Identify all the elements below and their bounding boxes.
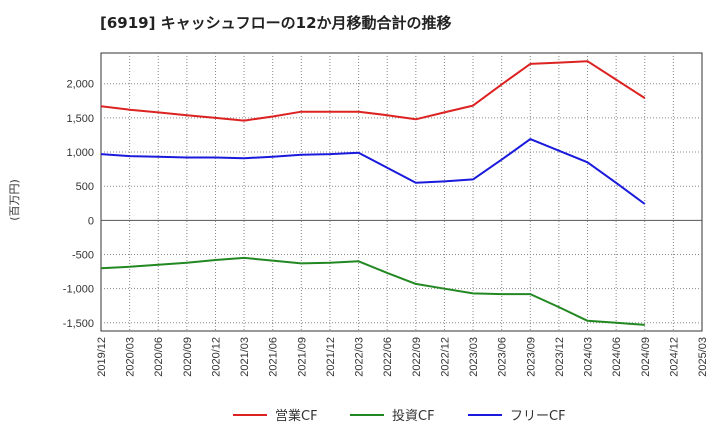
x-tick-label: 2022/06 [382,337,394,377]
y-tick-label: -1,000 [63,284,94,296]
x-tick-label: 2020/12 [210,337,222,377]
x-tick-label: 2023/03 [468,337,480,377]
x-tick-label: 2025/03 [697,337,709,377]
x-tick-label: 2024/09 [640,337,652,377]
x-tick-label: 2021/12 [325,337,337,377]
y-tick-label: 0 [88,215,94,227]
y-tick-label: -1,500 [63,318,94,330]
x-tick-label: 2023/06 [497,337,509,377]
x-tick-label: 2020/09 [182,337,194,377]
y-tick-label: 1,500 [66,113,94,125]
x-tick-label: 2024/03 [583,337,595,377]
x-tick-label: 2023/09 [525,337,537,377]
plot-area [100,52,703,332]
x-tick-label: 2022/09 [411,337,423,377]
x-tick-label: 2022/03 [354,337,366,377]
y-tick-label: 500 [76,181,94,193]
legend-label-2: フリーCF [510,409,566,424]
x-tick-label: 2021/06 [268,337,280,377]
x-tick-label: 2021/03 [239,337,251,377]
y-axis-label: (百万円) [8,179,21,221]
legend-label-1: 投資CF [392,408,435,424]
legend-label-0: 営業CF [275,408,318,424]
x-tick-label: 2020/06 [153,337,165,377]
x-tick-label: 2019/12 [96,337,108,377]
x-tick-label: 2021/09 [296,337,308,377]
y-tick-label: -500 [72,249,94,261]
series-line-2 [100,138,646,205]
series-line-1 [100,256,645,326]
x-tick-label: 2024/06 [611,337,623,377]
x-tick-label: 2020/03 [125,337,137,377]
y-tick-label: 2,000 [66,79,94,91]
chart-title: [6919] キャッシュフローの12か月移動合計の推移 [100,14,452,32]
x-tick-label: 2024/12 [668,337,680,377]
series-line-0 [100,60,646,122]
x-tick-label: 2023/12 [554,337,566,377]
x-tick-label: 2022/12 [439,337,451,377]
y-tick-label: 1,000 [66,147,94,159]
